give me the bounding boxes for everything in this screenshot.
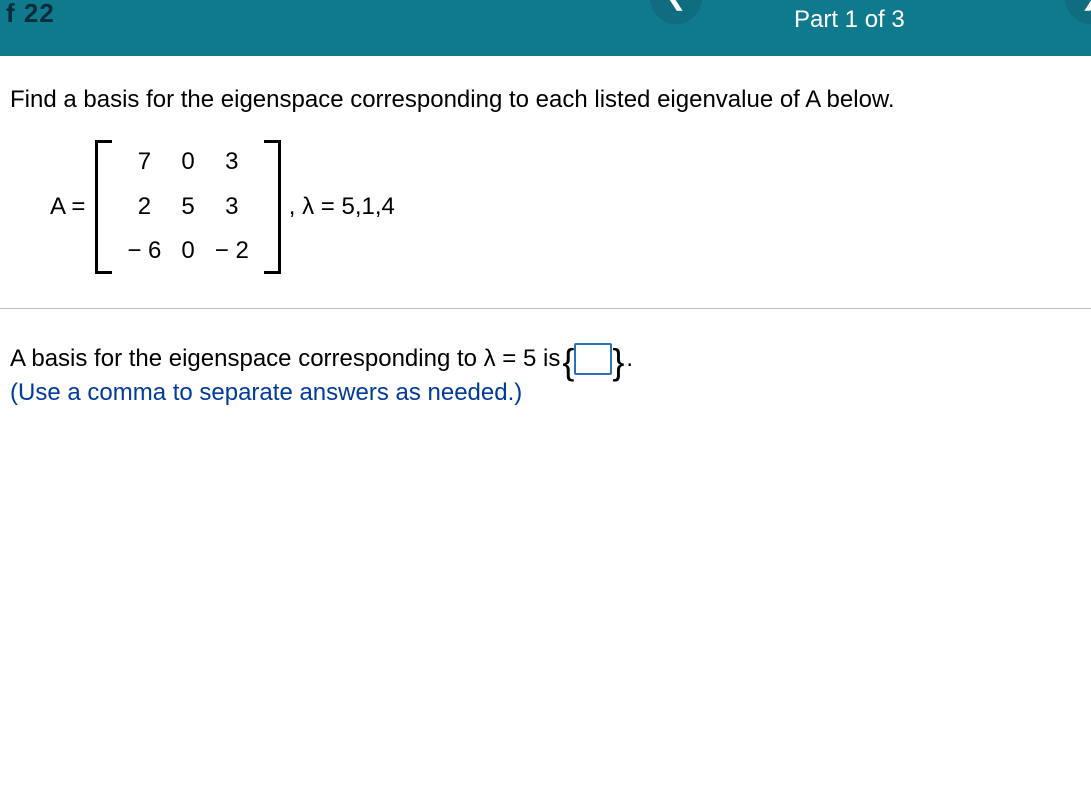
question-prompt: Find a basis for the eigenspace correspo… <box>10 84 1081 116</box>
question-header: f 22 ❮ Part 1 of 3 ❯ <box>0 0 1091 56</box>
eigenvalue-list: , λ = 5,1,4 <box>289 191 395 223</box>
left-bracket-icon <box>95 140 112 273</box>
section-divider <box>0 308 1091 309</box>
table-row: − 6 0 − 2 <box>117 229 258 273</box>
matrix-table: 7 0 3 2 5 3 − 6 0 − 2 <box>117 140 258 273</box>
chevron-right-icon: ❯ <box>1082 0 1091 11</box>
matrix-cell: 7 <box>117 140 171 184</box>
matrix-cell: 5 <box>171 185 204 229</box>
table-row: 2 5 3 <box>117 185 258 229</box>
matrix-cell: 3 <box>205 185 259 229</box>
part-indicator: Part 1 of 3 <box>794 6 905 34</box>
right-bracket-icon <box>264 140 281 273</box>
matrix-cell: − 2 <box>205 229 259 273</box>
matrix-expression: A = 7 0 3 2 5 3 − 6 0 <box>50 140 1081 273</box>
prev-part-button[interactable]: ❮ <box>650 0 702 24</box>
chevron-left-icon: ❮ <box>667 0 685 11</box>
matrix-cell: 2 <box>117 185 171 229</box>
matrix-cell: 3 <box>205 140 259 184</box>
answer-sentence: A basis for the eigenspace corresponding… <box>10 343 1081 375</box>
matrix-cell: 0 <box>171 229 204 273</box>
answer-hint: (Use a comma to separate answers as need… <box>10 379 1081 407</box>
right-brace-icon: } <box>612 351 624 373</box>
basis-answer-input[interactable] <box>574 343 612 375</box>
answer-text-after: . <box>626 345 633 373</box>
matrix-cell: 0 <box>171 140 204 184</box>
matrix-label: A = <box>50 191 85 223</box>
left-brace-icon: { <box>562 351 574 373</box>
table-row: 7 0 3 <box>117 140 258 184</box>
next-part-button[interactable]: ❯ <box>1065 0 1091 24</box>
matrix-cell: − 6 <box>117 229 171 273</box>
answer-text-before: A basis for the eigenspace corresponding… <box>10 345 560 373</box>
homework-number: f 22 <box>6 0 55 29</box>
matrix-A: 7 0 3 2 5 3 − 6 0 − 2 <box>95 140 280 273</box>
